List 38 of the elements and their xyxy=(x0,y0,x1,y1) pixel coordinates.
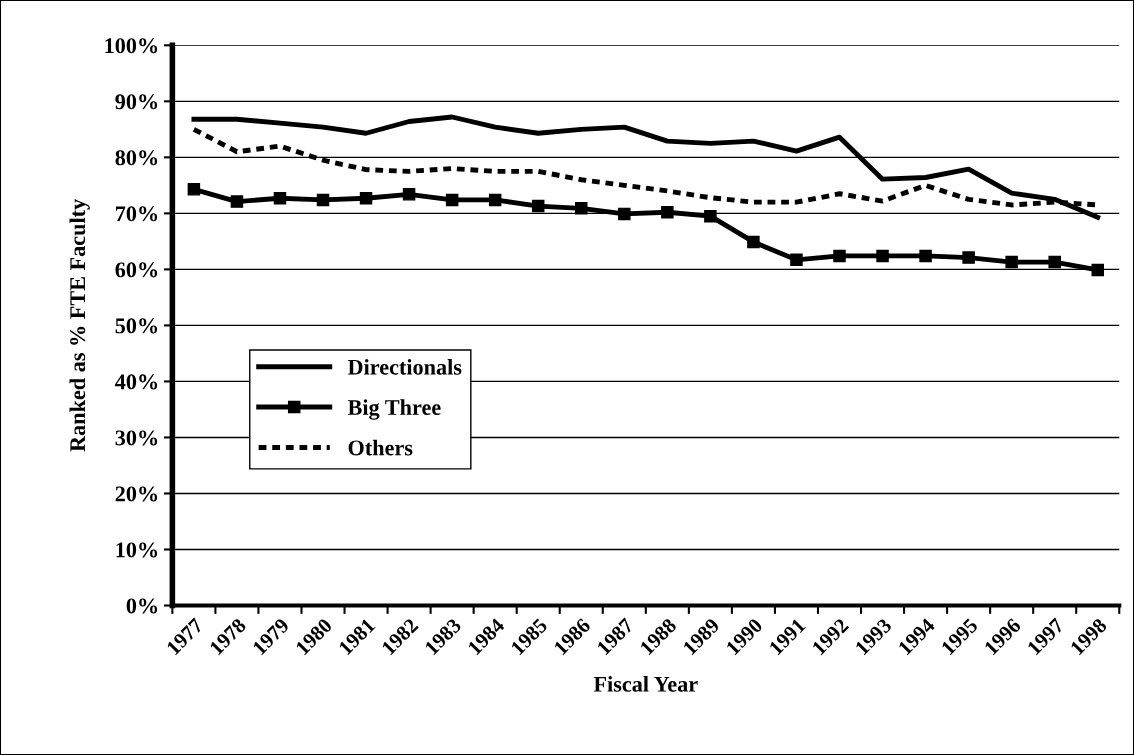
y-tick-label: 100% xyxy=(105,38,158,54)
y-tick-label: 70% xyxy=(116,206,158,222)
point xyxy=(273,191,287,205)
point xyxy=(316,193,330,207)
point xyxy=(359,191,373,205)
point xyxy=(531,199,545,213)
point xyxy=(402,188,416,201)
point xyxy=(618,207,631,221)
legend-label: Directionals xyxy=(347,359,462,375)
point xyxy=(704,209,717,223)
point xyxy=(187,183,201,196)
y-tick-label: 40% xyxy=(115,374,158,390)
point xyxy=(962,251,975,264)
point xyxy=(575,202,588,215)
legend-label: Others xyxy=(348,439,413,456)
point xyxy=(747,235,760,249)
point xyxy=(1091,263,1104,277)
y-tick-label: 60% xyxy=(115,262,158,278)
y-tick-label: 20% xyxy=(115,486,158,502)
point xyxy=(790,253,803,267)
point xyxy=(876,249,889,263)
y-tick-label: 30% xyxy=(115,430,158,446)
y-tick-label: 80% xyxy=(115,150,158,166)
point xyxy=(833,249,846,263)
point xyxy=(1048,255,1061,269)
y-tick-label: 0% xyxy=(126,598,158,614)
y-tick-label: 50% xyxy=(115,318,158,334)
point xyxy=(1005,255,1018,269)
legend-label: Big Three xyxy=(347,399,441,420)
point xyxy=(919,249,932,263)
y-tick-label: 90% xyxy=(115,94,158,110)
y-tick-label: 10% xyxy=(116,542,158,558)
point xyxy=(445,193,459,207)
x-axis-title: Fiscal Year xyxy=(593,676,698,692)
point xyxy=(661,205,674,219)
y-axis-title: Ranked as % FTE Faculty xyxy=(69,199,90,452)
point xyxy=(488,193,502,207)
point xyxy=(230,195,244,208)
